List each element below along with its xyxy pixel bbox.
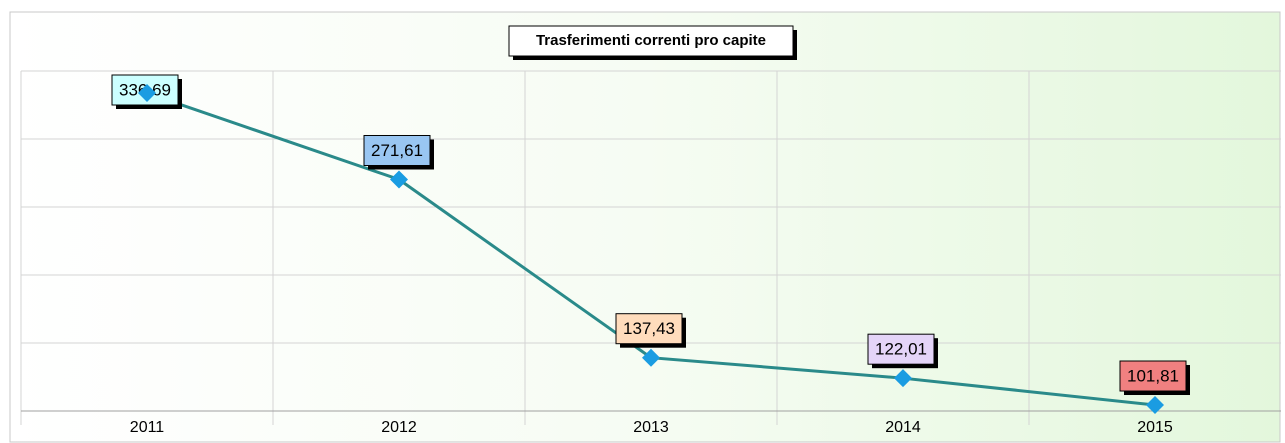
x-tick-label: 2011 [130,419,165,436]
x-tick-label: 2012 [381,419,417,436]
marker [1146,396,1164,415]
data-label: 137,43 [623,319,675,338]
label-box [615,313,683,345]
chart-title: Trasferimenti correnti pro capite [536,32,766,49]
x-tick-label: 2013 [633,419,669,436]
data-label: 122,01 [875,340,927,359]
marker [642,348,660,367]
label-box [1119,360,1187,392]
title-box [508,25,794,57]
data-label: 101,81 [1127,366,1179,385]
marker [138,84,156,103]
data-label: 271,61 [371,141,423,160]
label-box [867,333,935,365]
x-tick-label: 2014 [885,419,921,436]
marker [894,369,912,388]
label-box [363,134,431,166]
x-tick-label: 2015 [1137,419,1173,436]
marker [390,170,408,189]
frame [9,11,1281,443]
